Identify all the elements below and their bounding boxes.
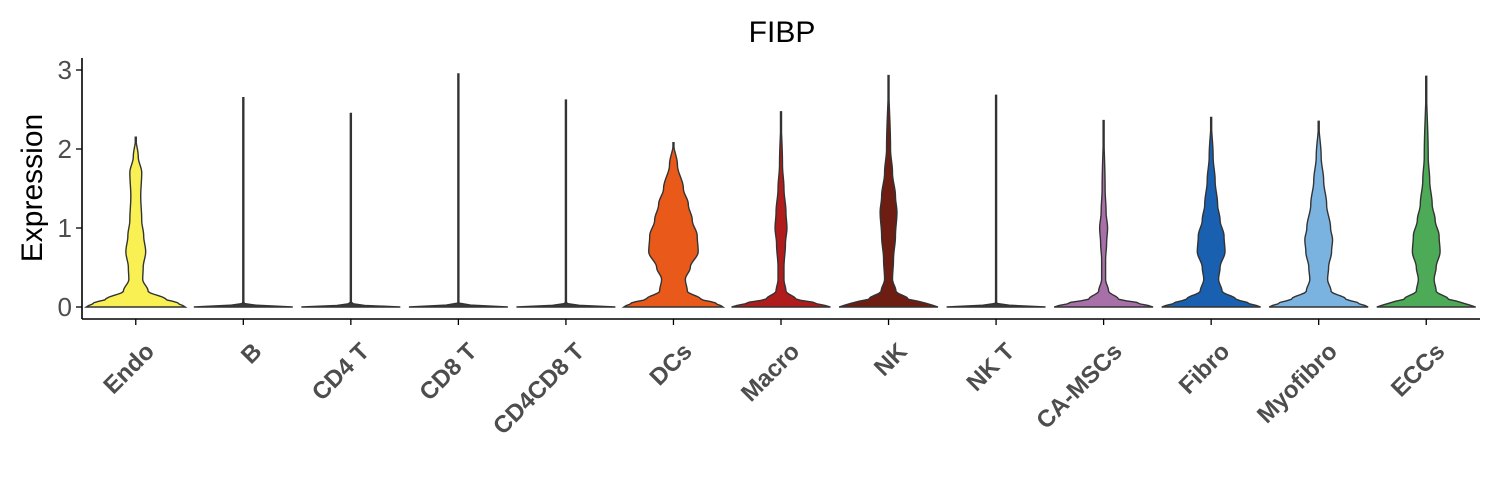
x-tick-label: B bbox=[236, 338, 267, 369]
y-tick-label: 2 bbox=[58, 134, 72, 164]
x-tick-label: CD4CD8 T bbox=[488, 338, 590, 440]
violin-eccs bbox=[1376, 75, 1476, 308]
violin-myofibro bbox=[1268, 120, 1369, 308]
x-tick-label: CA-MSCs bbox=[1031, 338, 1127, 434]
violin-macro bbox=[731, 111, 831, 308]
y-tick-label: 1 bbox=[58, 213, 72, 243]
x-tick-label: NK bbox=[869, 338, 913, 382]
y-tick-label: 3 bbox=[58, 55, 72, 85]
x-tick-label: Endo bbox=[98, 338, 160, 400]
violin-fibro bbox=[1161, 116, 1261, 308]
x-tick-label: Myofibro bbox=[1252, 338, 1343, 429]
violin-cd4cd8-t bbox=[516, 99, 616, 308]
x-tick-label: Macro bbox=[736, 338, 805, 407]
x-tick-label: Fibro bbox=[1174, 338, 1236, 400]
violin-nk-t bbox=[946, 94, 1046, 308]
y-tick-label: 0 bbox=[58, 292, 72, 322]
chart-title: FIBP bbox=[749, 16, 816, 49]
violin-b bbox=[193, 96, 293, 308]
violin-dcs bbox=[621, 141, 726, 308]
x-tick-label: ECCs bbox=[1386, 338, 1450, 402]
violin-nk bbox=[838, 74, 939, 308]
violin-cd8-t bbox=[408, 73, 508, 308]
x-tick-label: DCs bbox=[645, 338, 698, 391]
x-tick-label: CD4 T bbox=[307, 338, 375, 406]
x-tick-label: NK T bbox=[962, 338, 1021, 397]
x-tick-label: CD8 T bbox=[414, 338, 482, 406]
y-axis-label: Expression bbox=[16, 114, 49, 262]
violin-endo bbox=[83, 136, 188, 308]
violin-ca-mscs bbox=[1053, 119, 1154, 308]
plot-area: 0 1 2 3 Endo B CD4 T CD8 T CD4CD8 T DCs Macro NK NK … bbox=[58, 55, 1480, 440]
violin-cd4-t bbox=[301, 112, 401, 308]
